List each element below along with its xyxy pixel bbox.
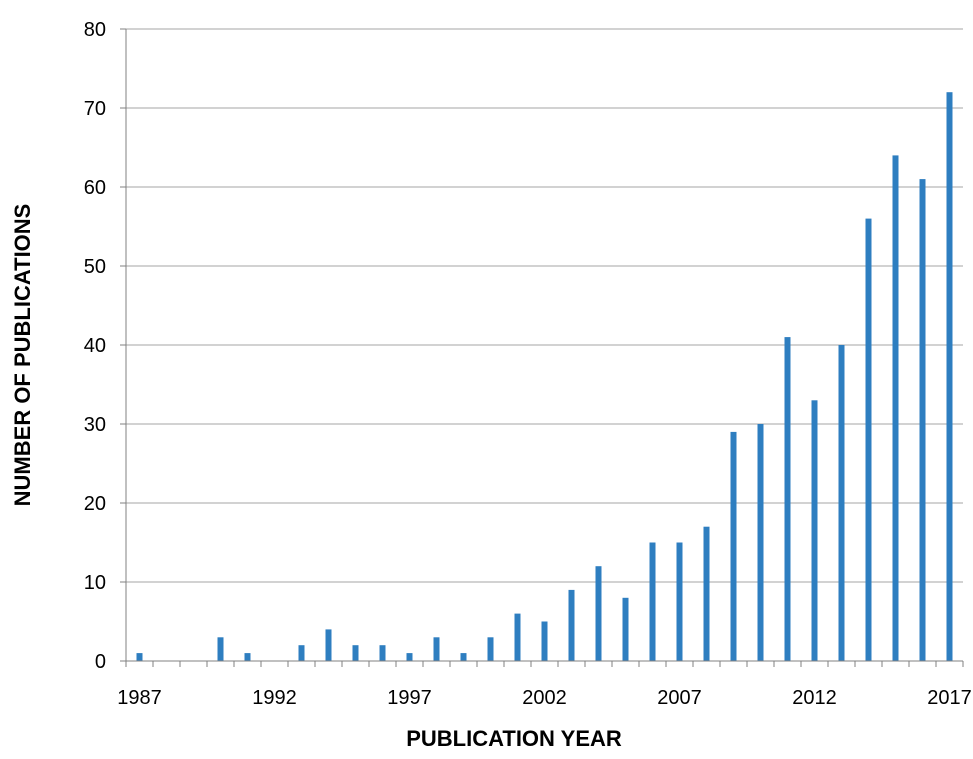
bar-2014 bbox=[865, 218, 872, 661]
bar-2011 bbox=[784, 337, 791, 661]
y-tick-label: 20 bbox=[84, 493, 106, 515]
bar-2008 bbox=[703, 526, 710, 661]
bar-2016 bbox=[919, 179, 926, 661]
x-tick-label: 2017 bbox=[927, 687, 972, 709]
bar-2002 bbox=[541, 621, 548, 661]
x-axis-title: PUBLICATION YEAR bbox=[406, 726, 622, 751]
bar-1993 bbox=[298, 645, 305, 661]
bar-2005 bbox=[622, 597, 629, 661]
bar-2012 bbox=[811, 400, 818, 661]
bar-1997 bbox=[406, 653, 413, 661]
x-tick-label: 2007 bbox=[657, 687, 702, 709]
x-tick-label: 1992 bbox=[252, 687, 297, 709]
y-axis-title: NUMBER OF PUBLICATIONS bbox=[10, 204, 35, 507]
bar-2007 bbox=[676, 542, 683, 661]
bar-2009 bbox=[730, 431, 737, 661]
y-tick-label: 0 bbox=[95, 651, 106, 673]
bar-2013 bbox=[838, 345, 845, 661]
y-tick-label: 80 bbox=[84, 19, 106, 41]
y-tick-label: 40 bbox=[84, 335, 106, 357]
bar-1996 bbox=[379, 645, 386, 661]
gridlines bbox=[126, 28, 963, 583]
bar-1995 bbox=[352, 645, 359, 661]
y-tick-label: 70 bbox=[84, 98, 106, 120]
bar-2010 bbox=[757, 424, 764, 661]
bar-2006 bbox=[649, 542, 656, 661]
tick-labels: 0 10 20 30 40 50 60 70 80 1987 1992 1997 2002 2007 201… bbox=[84, 19, 972, 709]
bar-1991 bbox=[244, 653, 251, 661]
bar-2000 bbox=[487, 637, 494, 661]
bar-2004 bbox=[595, 566, 602, 661]
y-tick-label: 60 bbox=[84, 177, 106, 199]
x-tick-label: 2002 bbox=[522, 687, 567, 709]
y-tick-label: 50 bbox=[84, 256, 106, 278]
bar-1994 bbox=[325, 629, 332, 661]
bar-2001 bbox=[514, 613, 521, 661]
bar-1990 bbox=[217, 637, 224, 661]
x-tick-label: 2012 bbox=[792, 687, 837, 709]
y-tick-label: 10 bbox=[84, 572, 106, 594]
bar-2015 bbox=[892, 155, 899, 661]
bar-2017 bbox=[946, 92, 953, 661]
x-tick-label: 1987 bbox=[117, 687, 162, 709]
x-tick-label: 1997 bbox=[387, 687, 432, 709]
axes bbox=[120, 28, 964, 667]
bar-1998 bbox=[433, 637, 440, 661]
y-tick-label: 30 bbox=[84, 414, 106, 436]
bar-1987 bbox=[136, 653, 143, 661]
bar-2003 bbox=[568, 589, 575, 661]
bars bbox=[136, 92, 953, 661]
bar-1999 bbox=[460, 653, 467, 661]
